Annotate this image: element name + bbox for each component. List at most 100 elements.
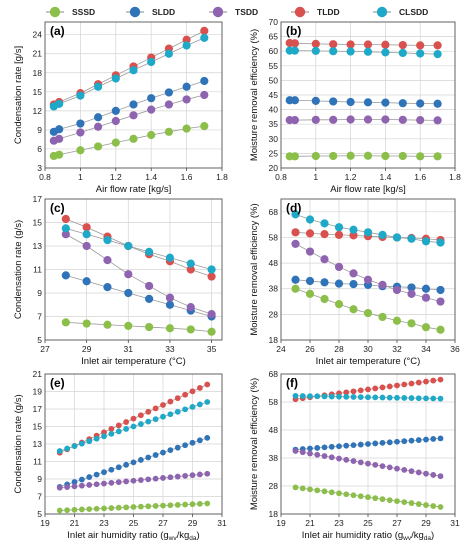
data-point [398,115,407,124]
data-point [378,312,387,322]
data-point [160,449,166,456]
x-tick-label: 23 [99,518,109,528]
data-point [334,230,344,239]
x-tick-label: 27 [392,518,402,528]
data-point [416,99,425,108]
y-tick-label: 11 [33,265,42,275]
data-point [328,443,335,450]
data-point [86,474,93,480]
data-point [82,277,91,286]
data-point [363,308,373,318]
legend-marker-sldd [129,6,141,18]
data-point [108,425,115,432]
data-point [334,223,344,232]
data-point [379,439,386,446]
data-point [152,503,159,509]
x-tick-label: 29 [421,518,431,528]
data-point [401,381,408,388]
data-point [82,223,91,232]
data-point [167,411,174,418]
data-point [430,503,437,509]
series-clsdd [285,46,442,59]
data-point [407,283,416,292]
data-point [189,472,196,479]
data-point [416,49,425,58]
x-tick-label: 28 [334,344,344,354]
series-line-tsdd [289,119,438,121]
data-point [76,91,85,100]
y-tick-label: 11 [33,457,42,467]
data-point [111,138,120,147]
data-point [363,115,373,124]
data-point [363,40,373,49]
data-point [314,393,321,400]
data-point [130,477,137,484]
chart-panel-1: 3 6 9 12 15 18 21 24 0.8 1 1.2 1.4 1.6 1.8 (a) Air flow… [13,21,228,195]
data-point [415,501,422,507]
data-point [145,294,154,303]
data-point [101,429,107,436]
chart-panel-5: 5 7 9 11 13 15 17 19 21 19 21 23 25 27 29 31 (e) Inlet ai… [13,369,227,542]
data-point [130,504,137,510]
data-point [123,504,130,511]
data-point [137,503,144,510]
data-point [174,395,181,402]
data-point [363,98,373,107]
data-point [349,231,358,240]
panel-label: (c) [50,201,65,215]
data-point [182,391,189,398]
series-sssd [61,318,216,336]
series-sldd [285,96,442,108]
y-tick-label: 13 [33,241,43,251]
data-point [320,219,329,228]
data-point [343,456,350,463]
data-point [124,270,133,279]
data-point [145,476,152,483]
series-line-sssd [53,125,205,157]
data-point [204,399,211,405]
data-point [437,395,444,402]
data-point [152,405,159,412]
data-point [394,382,400,389]
data-point [186,265,195,274]
panel-label: (b) [286,24,301,38]
data-point [365,460,371,467]
x-tick-label: 1.2 [345,172,357,182]
data-point [343,393,350,400]
data-point [130,423,137,430]
x-tick-label: 29 [188,518,198,528]
data-point [189,404,196,410]
x-tick-label: 25 [363,518,373,528]
legend-label-clsdd: CLSDD [399,7,428,17]
data-point [147,57,156,67]
data-point [291,210,300,219]
data-point [392,233,402,242]
data-point [82,230,91,239]
data-point [207,272,216,281]
y-tick-label: 48 [269,258,279,268]
data-point [160,402,166,408]
data-point [111,116,120,126]
data-point [372,385,379,392]
data-point [299,485,306,492]
data-point [421,293,431,302]
data-point [290,116,300,125]
data-point [386,497,393,504]
data-point [433,152,442,161]
series-sldd [49,76,209,136]
data-point [334,262,344,272]
y-tick-label: 58 [269,232,279,242]
data-point [329,115,338,124]
data-point [372,440,379,447]
plot-frame [280,198,456,341]
data-point [421,237,431,246]
x-axis-label: Inlet air humidity ratio (gwv/kgda) [302,530,434,542]
x-tick-label: 1 [78,172,83,182]
data-point [436,285,445,295]
data-point [401,438,408,445]
data-point [292,448,299,454]
data-point [307,450,313,457]
x-axis-label: Inlet air temperature (°C) [81,356,186,367]
data-point [398,151,407,161]
x-tick-label: 19 [40,518,50,528]
